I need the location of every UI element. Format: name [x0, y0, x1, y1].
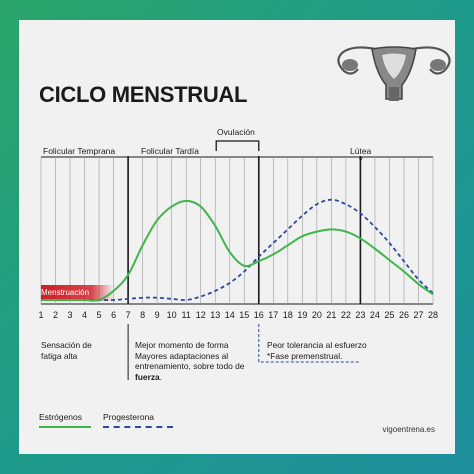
phase-ovulacion: Ovulación	[217, 127, 255, 137]
legend-estrogenos: Estrógenos	[39, 412, 82, 422]
x-tick-label: 9	[154, 310, 160, 320]
menstruacion-bar	[41, 285, 114, 301]
x-tick-label: 5	[96, 310, 102, 320]
note-peor-line-2: *Fase premenstrual.	[267, 350, 343, 361]
legend-estrogenos-line	[39, 426, 91, 428]
note-fatiga-line-2: fatiga alta	[41, 350, 78, 361]
page-title: CICLO MENSTRUAL	[39, 82, 248, 107]
x-tick-label: 17	[268, 310, 279, 320]
progesterona-line	[41, 198, 434, 301]
x-tick-label: 24	[369, 310, 380, 320]
x-tick-label: 19	[297, 310, 308, 320]
note-mejor-line-4: fuerza.	[135, 372, 244, 383]
x-tick-label: 26	[398, 310, 409, 320]
x-tick-label: 16	[253, 310, 264, 320]
x-tick-label: 18	[282, 310, 293, 320]
infographic-card: CICLO MENSTRUAL Folicular Temprana Folic…	[19, 20, 455, 454]
uterus-icon	[337, 46, 451, 101]
x-tick-label: 6	[111, 310, 117, 320]
note-peor-tolerancia: Peor tolerancia al esfuerzo *Fase premen…	[267, 340, 367, 361]
x-tick-label: 21	[326, 310, 337, 320]
premenstrual-asterisk: *	[359, 155, 363, 165]
x-tick-label: 13	[210, 310, 221, 320]
x-tick-label: 11	[181, 310, 191, 320]
website-label: vigoentrena.es	[382, 425, 435, 434]
note-peor-connector	[258, 324, 361, 363]
ovulation-bracket	[215, 140, 260, 151]
x-tick-label: 14	[224, 310, 235, 320]
note-fatiga: Sensación de fatiga alta	[41, 340, 92, 361]
note-mejor-bold: fuerza	[135, 371, 160, 382]
x-tick-label: 10	[166, 310, 177, 320]
x-tick-label: 7	[125, 310, 131, 320]
phase-folicular-temprana: Folicular Temprana	[43, 146, 116, 156]
note-fatiga-line-1: Sensación de	[41, 340, 92, 350]
note-mejor-line-2: Mayores adaptaciones al	[135, 350, 229, 361]
menstruacion-label: Menstruación	[41, 288, 90, 297]
x-tick-label: 15	[239, 310, 250, 320]
x-tick-label: 23	[355, 310, 366, 320]
x-tick-label: 4	[82, 310, 88, 320]
x-tick-label: 25	[384, 310, 395, 320]
menstrual-cycle-chart	[40, 46, 451, 380]
legend-progesterona: Progesterona	[103, 412, 155, 422]
x-tick-label: 8	[140, 310, 146, 320]
x-tick-label: 2	[53, 310, 59, 320]
phase-lutea: Lútea	[350, 146, 372, 156]
note-mejor-momento: Mejor momento de forma Mayores adaptacio…	[135, 340, 244, 382]
x-tick-label: 1	[38, 310, 44, 320]
estrogenos-line	[41, 199, 434, 302]
x-tick-label: 3	[67, 310, 73, 320]
x-tick-label: 27	[413, 310, 424, 320]
x-tick-label: 20	[311, 310, 322, 320]
legend-progesterona-line	[103, 426, 173, 428]
x-tick-label: 12	[195, 310, 206, 320]
note-mejor-line-3: entrenamiento, sobre todo de	[135, 361, 245, 371]
phase-folicular-tardia: Folicular Tardía	[141, 146, 199, 156]
x-tick-label: 28	[427, 310, 438, 320]
note-mejor-tail: .	[159, 371, 162, 382]
note-mejor-line-1: Mejor momento de forma	[135, 340, 229, 350]
x-tick-label: 22	[340, 310, 351, 320]
note-peor-line-1: Peor tolerancia al esfuerzo	[267, 340, 367, 350]
